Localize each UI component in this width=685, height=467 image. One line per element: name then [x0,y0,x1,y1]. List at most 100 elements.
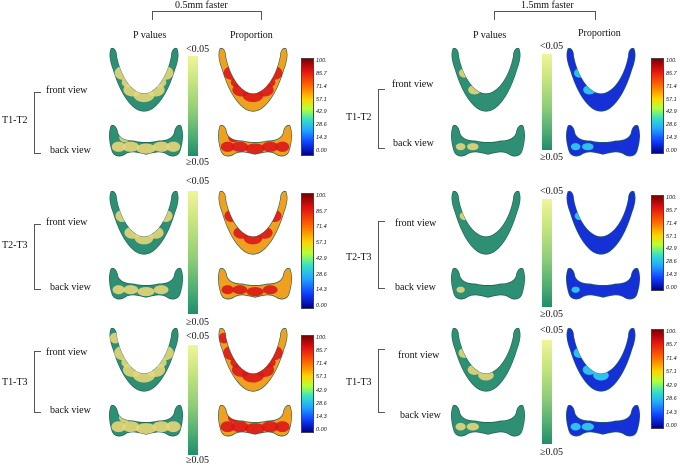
front-view-mandible-render [566,327,636,392]
front-view-label: front view [392,79,434,90]
back-view-mandible-render [451,404,525,437]
p-scale-bottom: ≥0.05 [540,152,563,163]
colorbar-tick: 85.7 [666,342,677,349]
back-view-mandible-render [451,267,525,300]
back-view-mandible-render [109,267,183,300]
colorbar-tick: 14.3 [666,272,677,279]
colorbar-tick: 100. [666,195,677,201]
p-scale-top: <0.05 [186,44,210,55]
back-view-label: back view [50,145,91,156]
colorbar-tick: 57.1 [316,374,327,381]
colorbar-tick: 28.6 [316,271,327,278]
p-scale-bottom: ≥0.05 [540,447,563,458]
p-value-colorbar [188,191,198,314]
front-view-mandible-render [218,47,288,112]
back-view-mandible-render [566,267,640,300]
colorbar-tick: 71.4 [316,83,327,90]
back-view-mandible-render [109,404,183,437]
row-bracket [378,349,385,413]
proportion-colorbar [301,193,314,309]
p-value-colorbar [542,54,552,150]
back-view-mandible-render [566,124,640,157]
colorbar-tick: 57.1 [666,233,677,240]
proportion-colorbar [651,329,664,429]
p-scale-top: <0.05 [540,41,564,52]
front-view-mandible-render [566,47,636,112]
row-bracket [378,221,385,289]
colorbar-tick: 0.00 [316,303,327,309]
p-values-header: P values [473,30,507,41]
p-scale-top: <0.05 [540,186,564,197]
front-view-mandible-render [218,190,288,255]
colorbar-tick: 85.7 [666,207,677,214]
colorbar-tick: 57.1 [316,96,327,103]
colorbar-tick: 14.3 [316,135,327,142]
proportion-colorbar [301,335,314,433]
front-view-mandible-render [451,327,521,392]
colorbar-tick: 14.3 [666,409,677,416]
back-view-label: back view [50,405,91,416]
front-view-mandible-render [109,190,179,255]
colorbar-tick: 0.00 [666,148,677,154]
row-bracket [34,224,41,290]
colorbar-tick: 100. [316,335,327,341]
colorbar-tick: 57.1 [666,96,677,103]
front-view-mandible-render [451,190,521,255]
colorbar-tick: 100. [666,329,677,335]
colorbar-tick: 42.9 [666,382,677,389]
colorbar-tick: 57.1 [316,240,327,247]
colorbar-tick: 0.00 [316,427,327,433]
back-view-mandible-render [218,267,292,300]
colorbar-tick: 100. [316,58,327,64]
colorbar-tick: 71.4 [666,83,677,90]
back-view-label: back view [393,138,434,149]
front-view-mandible-render [451,47,521,112]
back-view-label: back view [400,410,441,421]
p-value-colorbar [542,340,552,444]
colorbar-tick: 28.6 [666,122,677,129]
panel-title: 1.5mm faster [521,0,574,11]
p-scale-top: <0.05 [186,176,210,187]
colorbar-tick: 85.7 [666,70,677,77]
back-view-mandible-render [566,404,640,437]
front-view-mandible-render [218,327,288,392]
colorbar-tick: 0.00 [666,423,677,429]
colorbar-tick: 14.3 [316,413,327,420]
colorbar-tick: 42.9 [316,255,327,262]
p-value-colorbar [188,56,198,156]
p-values-header: P values [133,30,167,41]
header-bracket [494,11,596,20]
colorbar-tick: 28.6 [316,122,327,129]
front-view-mandible-render [109,47,179,112]
colorbar-tick: 14.3 [666,135,677,142]
front-view-mandible-render [566,190,636,255]
proportion-header: Proportion [230,30,273,41]
p-scale-bottom: ≥0.05 [186,317,209,328]
p-value-colorbar [542,199,552,307]
colorbar-tick: 71.4 [316,224,327,231]
proportion-colorbar [301,58,314,156]
colorbar-tick: 85.7 [316,208,327,215]
row-label: T1-T2 [346,112,372,123]
colorbar-tick: 14.3 [316,287,327,294]
colorbar-tick: 28.6 [316,400,327,407]
back-view-mandible-render [218,124,292,157]
front-view-label: front view [46,347,88,358]
front-view-mandible-render [109,327,179,392]
colorbar-tick: 28.6 [666,259,677,266]
colorbar-tick: 100. [666,58,677,64]
colorbar-tick: 0.00 [666,285,677,291]
p-scale-top: <0.05 [186,331,210,342]
row-label: T2-T3 [2,240,28,251]
colorbar-tick: 100. [316,193,327,199]
back-view-mandible-render [218,404,292,437]
proportion-header: Proportion [578,28,621,39]
row-bracket [378,89,385,149]
colorbar-tick: 85.7 [316,70,327,77]
colorbar-tick: 0.00 [316,148,327,154]
colorbar-tick: 71.4 [316,361,327,368]
colorbar-tick: 42.9 [666,246,677,253]
colorbar-tick: 71.4 [666,355,677,362]
row-bracket [34,351,41,413]
back-view-mandible-render [109,124,183,157]
